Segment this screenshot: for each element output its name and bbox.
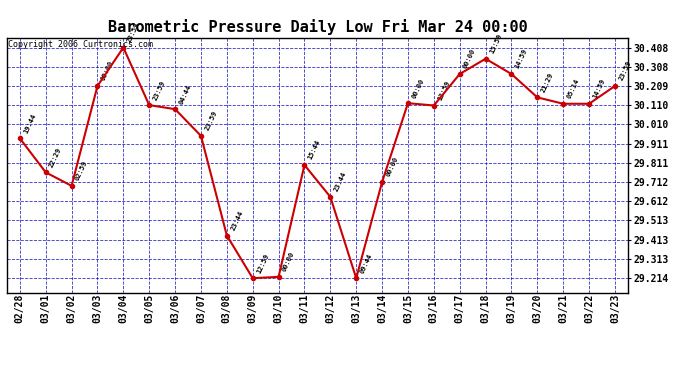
Text: 22:29: 22:29 (48, 146, 63, 168)
Text: 00:00: 00:00 (100, 60, 115, 82)
Text: 12:59: 12:59 (255, 252, 270, 274)
Text: 23:44: 23:44 (230, 210, 244, 231)
Text: 23:59: 23:59 (204, 110, 218, 132)
Text: 14:59: 14:59 (592, 78, 607, 100)
Text: 05:14: 05:14 (566, 78, 580, 100)
Text: 13:59: 13:59 (437, 80, 451, 101)
Text: 19:44: 19:44 (23, 112, 37, 134)
Text: 00:00: 00:00 (411, 77, 425, 99)
Text: 23:44: 23:44 (333, 171, 348, 193)
Text: Copyright 2006 Curtronics.com: Copyright 2006 Curtronics.com (8, 40, 153, 49)
Text: 00:00: 00:00 (385, 156, 400, 178)
Text: 15:59: 15:59 (489, 33, 503, 55)
Text: 23:59: 23:59 (126, 22, 141, 44)
Text: 00:00: 00:00 (282, 251, 296, 273)
Text: 04:44: 04:44 (178, 83, 193, 105)
Text: 23:59: 23:59 (618, 60, 632, 82)
Text: 02:59: 02:59 (75, 160, 89, 182)
Title: Barometric Pressure Daily Low Fri Mar 24 00:00: Barometric Pressure Daily Low Fri Mar 24… (108, 19, 527, 35)
Text: 23:59: 23:59 (152, 79, 166, 101)
Text: 00:00: 00:00 (462, 48, 477, 70)
Text: 21:29: 21:29 (540, 71, 555, 93)
Text: 14:59: 14:59 (514, 48, 529, 70)
Text: 09:44: 09:44 (359, 252, 373, 274)
Text: 15:44: 15:44 (307, 139, 322, 161)
